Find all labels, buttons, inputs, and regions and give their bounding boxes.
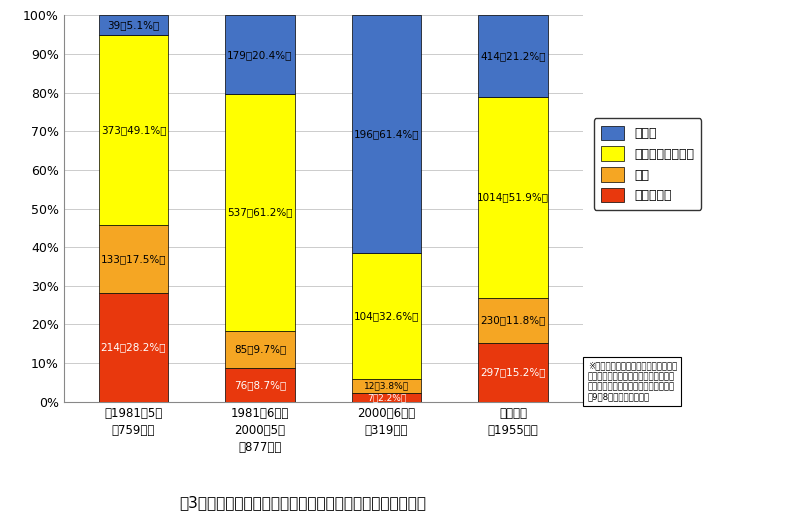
Bar [478, 298, 547, 343]
Bar [352, 379, 421, 393]
Bar [225, 368, 294, 402]
Text: 12（3.8%）: 12（3.8%） [364, 382, 409, 390]
Text: 196（61.4%）: 196（61.4%） [354, 129, 419, 139]
Text: 1014（51.9%）: 1014（51.9%） [477, 193, 549, 202]
Text: 373（49.1%）: 373（49.1%） [101, 125, 166, 135]
Text: 414（21.2%）: 414（21.2%） [480, 52, 546, 61]
Text: 39（5.1%）: 39（5.1%） [107, 21, 160, 30]
Text: 7（2.2%）: 7（2.2%） [367, 393, 406, 402]
Text: 図3　学会患皆調査結果による木造の建築時期別の被害状況: 図3 学会患皆調査結果による木造の建築時期別の被害状況 [180, 495, 427, 510]
Bar [478, 97, 547, 298]
Bar [478, 343, 547, 402]
Text: 179（20.4%）: 179（20.4%） [227, 50, 293, 60]
Text: 214（28.2%）: 214（28.2%） [101, 342, 166, 352]
Bar [225, 331, 294, 368]
Bar [99, 225, 168, 293]
Bar [99, 36, 168, 225]
Bar [225, 15, 294, 94]
Text: 104（32.6%）: 104（32.6%） [354, 311, 419, 321]
Bar [225, 94, 294, 331]
Bar [352, 15, 421, 253]
Bar [352, 253, 421, 379]
Bar [99, 15, 168, 36]
Bar [478, 15, 547, 97]
Bar [99, 293, 168, 402]
Text: 133（17.5%）: 133（17.5%） [101, 254, 166, 264]
Text: 537（61.2%）: 537（61.2%） [227, 208, 293, 217]
Text: ※被害状況等の調査結果については建
築学会において現在精査中であり、こ
こに示す数値は暫定的なものである。
（9月8日時点のデータ）: ※被害状況等の調査結果については建 築学会において現在精査中であり、こ こに示す… [587, 362, 677, 402]
Text: 230（11.8%）: 230（11.8%） [480, 315, 546, 325]
Text: 297（15.2%）: 297（15.2%） [480, 367, 546, 377]
Text: 76（8.7%）: 76（8.7%） [234, 380, 286, 390]
Bar [352, 393, 421, 402]
Text: 85（9.7%）: 85（9.7%） [234, 345, 286, 354]
Legend: 無被害, 軽微・小破・中破, 大破, 倒壊・崩壊: 無被害, 軽微・小破・中破, 大破, 倒壊・崩壊 [594, 118, 701, 210]
